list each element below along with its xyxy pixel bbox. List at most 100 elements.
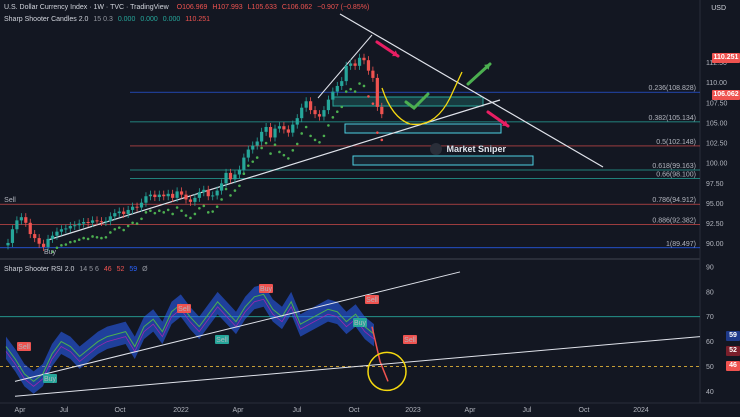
trailing-stop-dot — [291, 149, 295, 152]
trailing-stop-dot — [287, 157, 290, 160]
candle-body — [179, 191, 184, 195]
fib-level-label: 0.66(98.100) — [656, 172, 696, 179]
target-zone-box — [344, 123, 502, 134]
candle-body — [55, 231, 59, 236]
candle-body — [220, 183, 224, 191]
currency-label[interactable]: USD — [711, 5, 726, 12]
rsi-plunge-line — [371, 326, 389, 382]
rsi-tick-label: 40 — [706, 389, 714, 396]
candle-body — [113, 213, 117, 217]
rsi-tag-46: 46 — [726, 361, 740, 371]
rsi-tag-59: 59 — [726, 331, 740, 341]
candle-body — [295, 118, 299, 125]
trailing-stop-dot — [269, 152, 272, 155]
rsi-name: Sharp Shooter RSI 2.0 — [4, 266, 75, 273]
rsi-val-4: Ø — [142, 266, 148, 273]
projection-curve — [381, 71, 463, 126]
candle-body — [148, 194, 152, 197]
candle-body — [131, 206, 135, 210]
candle-body — [175, 191, 179, 198]
candle-body — [237, 169, 241, 175]
trailing-stop-dot — [273, 143, 277, 147]
trailing-stop-dot — [158, 209, 161, 213]
trailing-stop-dot — [193, 212, 197, 216]
trailing-stop-dot — [376, 131, 379, 134]
arrow-down-2-head — [502, 120, 508, 126]
candle-body — [19, 217, 23, 221]
rsi-signal-box — [365, 295, 379, 304]
trailing-stop-dot — [184, 214, 188, 217]
trailing-stop-dot — [189, 216, 192, 220]
trailing-stop-dot — [153, 211, 157, 215]
trailing-stop-dot — [295, 142, 299, 146]
candle-body — [77, 223, 81, 226]
candle-body — [264, 127, 268, 132]
price-tick-label: 112.50 — [706, 60, 727, 67]
trailing-stop-dot — [220, 198, 223, 201]
candle-body — [340, 81, 344, 86]
time-tick-label: Jul — [60, 407, 69, 414]
indicator-val-4: 110.251 — [185, 16, 211, 23]
price-tick-label: 90.00 — [706, 241, 724, 248]
candle-body — [64, 228, 68, 230]
trailing-stop-dot — [86, 237, 90, 241]
symbol-title[interactable]: U.S. Dollar Currency Index · 1W · TVC · … — [4, 4, 169, 11]
indicator-legend[interactable]: Sharp Shooter Candles 2.0 15 0.3 0.000 0… — [4, 16, 210, 23]
rsi-signal-label: Buy — [260, 286, 273, 293]
indicator-val-3: 0.000 — [162, 16, 181, 23]
rsi-trendline-lower — [14, 336, 701, 397]
trailing-stop-dot — [122, 228, 125, 232]
candle-body — [153, 194, 157, 198]
candle-body — [335, 85, 339, 92]
candle-body — [326, 99, 330, 111]
candle-body — [68, 226, 72, 229]
trailing-stop-dot — [144, 211, 148, 214]
trailing-stop-dot — [264, 141, 268, 145]
crosshair-icon — [430, 142, 442, 155]
arrow-up-shaft — [466, 62, 492, 86]
trailing-stop-dot — [344, 90, 348, 93]
candle-body — [90, 220, 95, 223]
rsi-tick-label: 50 — [706, 364, 714, 371]
candle-body — [24, 217, 28, 223]
candle-body — [371, 70, 375, 78]
indicator-val-2: 0.000 — [140, 16, 158, 23]
trailing-stop-dot — [117, 226, 121, 229]
candle-body — [157, 194, 161, 198]
trailing-stop-dot — [95, 235, 99, 239]
indicator-params: 15 0.3 — [93, 16, 113, 23]
candle-body — [317, 114, 322, 117]
rsi-tick-label: 60 — [706, 339, 714, 346]
time-tick-label: Oct — [115, 407, 126, 414]
rsi-line — [5, 293, 375, 382]
candle-body — [353, 63, 357, 66]
candle-body — [357, 57, 362, 66]
candle-body — [380, 106, 384, 115]
rsi-params: 14 5 6 — [79, 266, 99, 273]
rsi-legend[interactable]: Sharp Shooter RSI 2.0 14 5 6 46 52 59 Ø — [4, 266, 148, 273]
trailing-stop-dot — [135, 222, 139, 225]
candle-body — [215, 190, 219, 196]
resistance-trendline — [339, 13, 604, 168]
trailing-stop-dot — [340, 105, 344, 109]
price-tick-label: 100.00 — [706, 161, 728, 168]
trailing-stop-dot — [180, 209, 183, 213]
trailing-stop-dot — [162, 211, 166, 214]
trailing-stop-dot — [113, 227, 117, 231]
trailing-stop-dot — [202, 204, 206, 208]
rsi-signal-label: Sell — [366, 297, 378, 304]
trailing-stop-dot — [331, 116, 335, 119]
candle-body — [184, 194, 188, 200]
candle-body — [193, 197, 197, 202]
trailing-stop-dot — [198, 207, 201, 210]
price-tick-label: 97.50 — [706, 181, 724, 188]
candle-body — [10, 229, 15, 243]
price-tick-label: 110.00 — [706, 80, 727, 87]
trailing-stop-dot — [73, 240, 77, 243]
ohlc-change: −0.907 (−0.85%) — [317, 4, 370, 11]
rsi-tag-52: 52 — [726, 346, 740, 356]
rsi-tick-label: 80 — [706, 289, 714, 296]
candle-body — [144, 196, 148, 203]
